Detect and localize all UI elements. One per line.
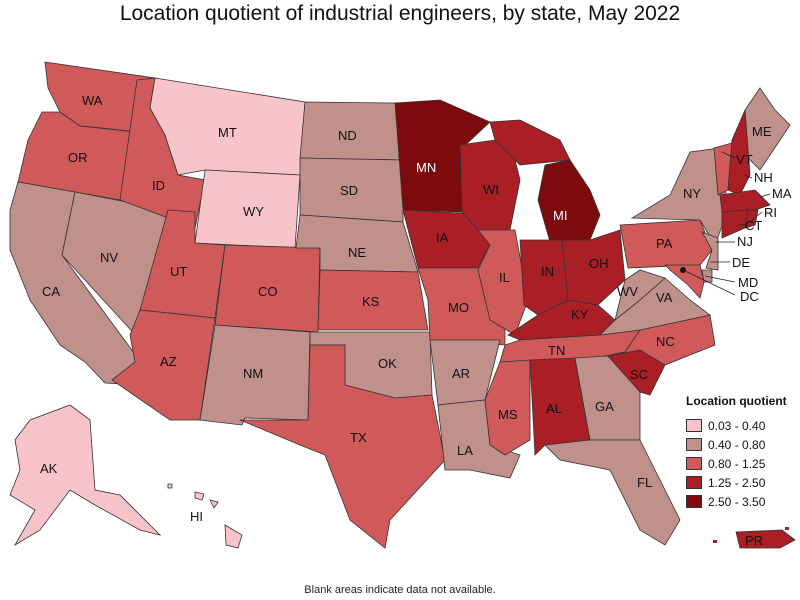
- label-ok: OK: [378, 356, 397, 371]
- state-ma[interactable]: [719, 189, 771, 213]
- legend-swatch: [686, 457, 702, 470]
- label-mo: MO: [448, 300, 469, 315]
- state-ks[interactable]: [317, 269, 429, 331]
- label-al: AL: [546, 401, 562, 416]
- legend-item: 0.80 - 1.25: [686, 454, 796, 473]
- legend-swatch: [686, 495, 702, 508]
- label-ne: NE: [348, 245, 366, 260]
- state-wv[interactable]: [614, 269, 666, 322]
- label-ak: AK: [40, 461, 58, 476]
- label-nd: ND: [338, 128, 357, 143]
- label-mt: MT: [218, 125, 237, 140]
- label-ga: GA: [595, 399, 614, 414]
- label-co: CO: [258, 284, 278, 299]
- label-nj: NJ: [737, 234, 753, 249]
- label-or: OR: [68, 150, 88, 165]
- state-ri[interactable]: [744, 209, 759, 229]
- state-il[interactable]: [477, 229, 529, 336]
- legend-label: 0.80 - 1.25: [708, 456, 766, 471]
- label-sc: SC: [630, 367, 648, 382]
- label-ar: AR: [452, 366, 470, 381]
- label-tn: TN: [548, 343, 565, 358]
- state-pr-island: [713, 540, 717, 543]
- label-pa: PA: [656, 236, 673, 251]
- label-mi: MI: [553, 208, 567, 223]
- label-nh: NH: [754, 170, 773, 185]
- label-ia: IA: [436, 230, 449, 245]
- label-nm: NM: [243, 366, 263, 381]
- label-ms: MS: [498, 407, 518, 422]
- legend-label: 0.03 - 0.40: [708, 418, 766, 433]
- label-mn: MN: [416, 160, 436, 175]
- label-hi: HI: [190, 509, 203, 524]
- legend-swatch: [686, 438, 702, 451]
- legend-swatch: [686, 419, 702, 432]
- label-pr: PR: [745, 533, 763, 548]
- label-md: MD: [738, 275, 758, 290]
- label-ri: RI: [764, 205, 777, 220]
- footnote: Blank areas indicate data not available.: [304, 584, 496, 596]
- label-de: DE: [732, 255, 750, 270]
- label-ut: UT: [170, 264, 187, 279]
- state-tx[interactable]: [239, 344, 446, 549]
- legend-label: 0.40 - 0.80: [708, 437, 766, 452]
- label-ct: CT: [745, 218, 762, 233]
- label-ky: KY: [571, 307, 589, 322]
- label-nv: NV: [100, 250, 118, 265]
- legend-item: 0.03 - 0.40: [686, 416, 796, 435]
- label-wv: WV: [617, 284, 638, 299]
- legend-item: 1.25 - 2.50: [686, 473, 796, 492]
- label-dc: DC: [740, 289, 759, 304]
- label-wy: WY: [243, 204, 264, 219]
- legend-label: 2.50 - 3.50: [708, 494, 766, 509]
- legend-item: 2.50 - 3.50: [686, 492, 796, 511]
- legend-title: Location quotient: [686, 394, 787, 408]
- state-az[interactable]: [111, 309, 216, 421]
- label-ks: KS: [362, 294, 380, 309]
- state-nj[interactable]: [701, 231, 719, 271]
- label-ny: NY: [683, 186, 701, 201]
- label-me: ME: [752, 124, 772, 139]
- state-ak[interactable]: [9, 404, 162, 547]
- label-wi: WI: [483, 182, 499, 197]
- state-mi[interactable]: [537, 159, 601, 243]
- label-in: IN: [541, 264, 554, 279]
- label-wa: WA: [82, 93, 103, 108]
- label-oh: OH: [589, 256, 609, 271]
- label-az: AZ: [160, 354, 177, 369]
- label-il: IL: [499, 270, 510, 285]
- state-nh[interactable]: [727, 109, 751, 196]
- legend-label: 1.25 - 2.50: [708, 475, 766, 490]
- map-title: Location quotient of industrial engineer…: [119, 2, 681, 25]
- state-hi[interactable]: [167, 483, 243, 549]
- label-nc: NC: [656, 334, 675, 349]
- state-md[interactable]: [664, 264, 705, 299]
- legend: Location quotient 0.03 - 0.40 0.40 - 0.8…: [686, 394, 796, 511]
- label-la: LA: [457, 443, 473, 458]
- legend-swatch: [686, 476, 702, 489]
- label-tx: TX: [350, 430, 367, 445]
- state-pr-island: [785, 527, 789, 530]
- label-fl: FL: [637, 475, 652, 490]
- state-pa[interactable]: [619, 219, 713, 269]
- label-ca: CA: [42, 284, 60, 299]
- label-va: VA: [656, 290, 673, 305]
- label-id: ID: [152, 178, 165, 193]
- label-sd: SD: [340, 183, 358, 198]
- legend-item: 0.40 - 0.80: [686, 435, 796, 454]
- label-ma: MA: [772, 186, 792, 201]
- label-vt: VT: [736, 152, 753, 167]
- state-pr[interactable]: [735, 529, 796, 549]
- state-fl[interactable]: [544, 439, 681, 546]
- state-ga[interactable]: [574, 355, 641, 441]
